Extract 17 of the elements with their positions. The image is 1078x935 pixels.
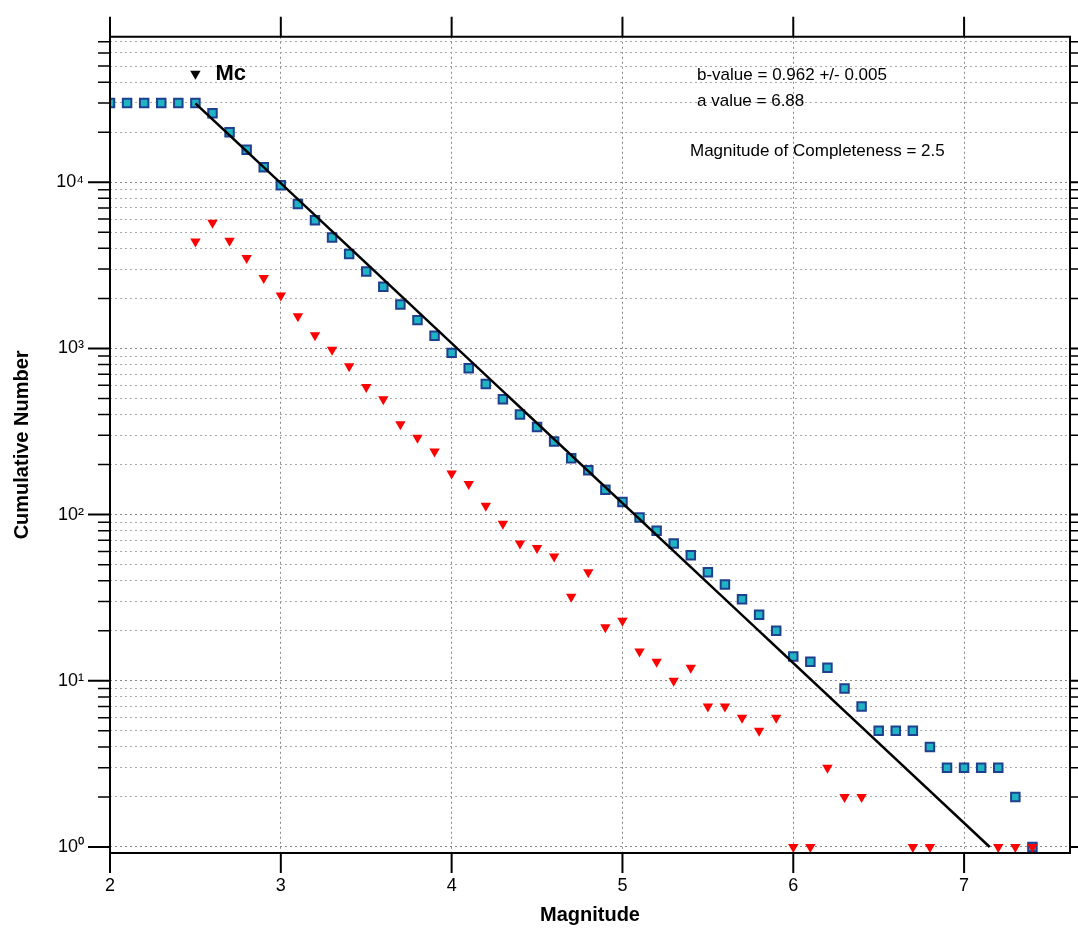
y-tick-label: 10⁰	[57, 835, 84, 856]
annotation: a value = 6.88	[697, 90, 805, 110]
x-tick-label: 6	[788, 874, 799, 895]
x-tick-label: 5	[617, 874, 628, 895]
x-axis-title: Magnitude	[540, 902, 640, 925]
annotation: b-value = 0.962 +/- 0.005	[697, 64, 887, 84]
x-tick-label: 7	[959, 874, 970, 895]
y-tick-label: 10¹	[57, 669, 85, 690]
series-label: Mc	[215, 59, 246, 85]
x-tick-label: 4	[446, 874, 457, 895]
y-tick-label: 10³	[57, 337, 85, 358]
y-tick-label: 10⁴	[56, 171, 84, 192]
annotation: Magnitude of Completeness = 2.5	[690, 140, 945, 160]
x-tick-label: 2	[104, 874, 116, 895]
y-axis-title: Cumulative Number	[9, 350, 32, 540]
y-tick-label: 10²	[57, 503, 85, 524]
x-tick-label: 3	[275, 874, 286, 895]
